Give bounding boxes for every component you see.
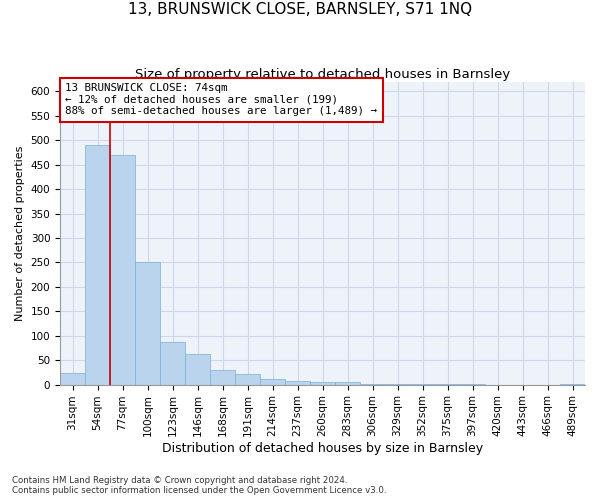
- Bar: [110, 155, 135, 384]
- Text: 13, BRUNSWICK CLOSE, BARNSLEY, S71 1NQ: 13, BRUNSWICK CLOSE, BARNSLEY, S71 1NQ: [128, 2, 472, 18]
- Text: 13 BRUNSWICK CLOSE: 74sqm
← 12% of detached houses are smaller (199)
88% of semi: 13 BRUNSWICK CLOSE: 74sqm ← 12% of detac…: [65, 83, 377, 116]
- Bar: [310, 382, 335, 384]
- Bar: [335, 382, 360, 384]
- Bar: [210, 370, 235, 384]
- X-axis label: Distribution of detached houses by size in Barnsley: Distribution of detached houses by size …: [162, 442, 483, 455]
- Bar: [135, 262, 160, 384]
- Y-axis label: Number of detached properties: Number of detached properties: [15, 146, 25, 321]
- Bar: [235, 374, 260, 384]
- Bar: [185, 354, 210, 384]
- Bar: [160, 342, 185, 384]
- Title: Size of property relative to detached houses in Barnsley: Size of property relative to detached ho…: [135, 68, 510, 80]
- Text: Contains HM Land Registry data © Crown copyright and database right 2024.
Contai: Contains HM Land Registry data © Crown c…: [12, 476, 386, 495]
- Bar: [85, 145, 110, 384]
- Bar: [285, 381, 310, 384]
- Bar: [60, 373, 85, 384]
- Bar: [260, 379, 285, 384]
